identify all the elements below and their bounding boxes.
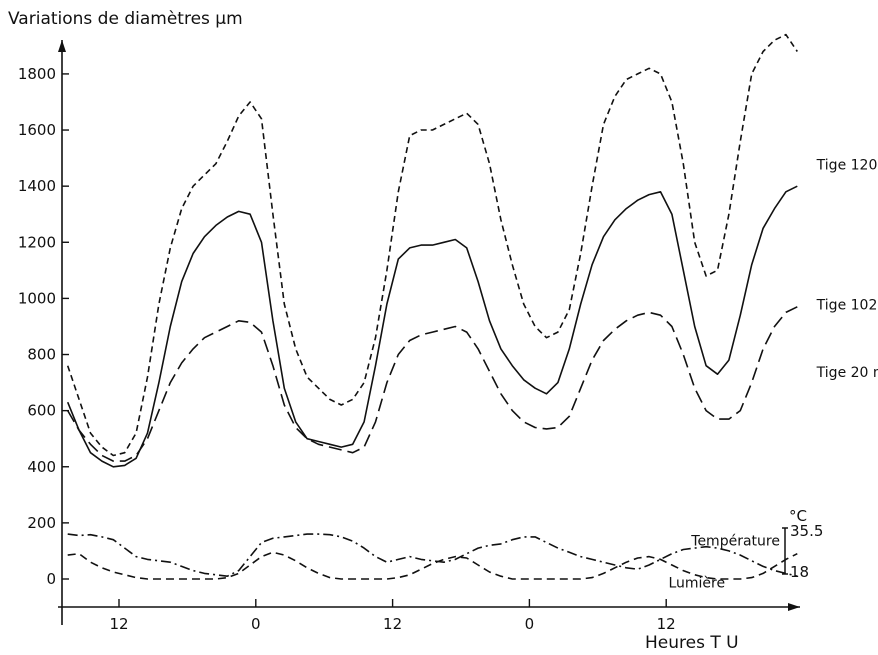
y-tick-label: 400 [27, 458, 56, 476]
series-lines [66, 33, 798, 580]
y-tick-label: 0 [46, 570, 56, 588]
series-labels: Tige 120 mm Tige 102 mm Tige 20 mm Températ… [668, 157, 878, 591]
y-tick-label: 600 [27, 402, 56, 420]
y-tick-label: 1600 [18, 121, 56, 139]
x-tick-label: 0 [525, 615, 535, 633]
temperature-unit-label: °C [789, 507, 807, 525]
x-axis-title: Heures T U [645, 633, 739, 653]
y-axis-title: Variations de diamètres μm [8, 9, 243, 29]
y-ticks: 0 200 400 600 800 1000 1200 1400 1600 1800 [18, 65, 69, 588]
axes [58, 40, 800, 626]
x-tick-label: 12 [383, 615, 402, 633]
y-tick-label: 200 [27, 514, 56, 532]
series-line-tige-102-mm [66, 185, 798, 468]
x-tick-label: 12 [657, 615, 676, 633]
series-label: Tige 102 mm [816, 298, 878, 314]
temperature-min-label: 18 [790, 563, 809, 581]
series-label: Température [690, 533, 780, 549]
temperature-max-label: 35.5 [790, 522, 823, 540]
y-tick-label: 1000 [18, 289, 56, 307]
series-line-tige-20-mm [67, 306, 798, 462]
x-ticks: 12 0 12 0 12 [109, 599, 676, 633]
series-line-tige-120-mm [66, 33, 798, 457]
y-tick-label: 800 [27, 346, 56, 364]
series-line-lumi-re [67, 551, 798, 580]
series-label: Tige 120 mm [816, 157, 878, 173]
x-tick-label: 0 [251, 615, 261, 633]
y-tick-label: 1400 [18, 177, 56, 195]
x-axis-arrow [788, 603, 800, 611]
temperature-scale: °C 35.5 18 [782, 507, 823, 581]
y-tick-label: 1800 [18, 65, 56, 83]
series-label: Lumière [668, 575, 725, 591]
series-line-temp-rature [67, 533, 798, 578]
series-label: Tige 20 mm [816, 365, 878, 381]
x-tick-label: 12 [109, 615, 128, 633]
y-tick-label: 1200 [18, 233, 56, 251]
y-axis-arrow [58, 40, 66, 52]
